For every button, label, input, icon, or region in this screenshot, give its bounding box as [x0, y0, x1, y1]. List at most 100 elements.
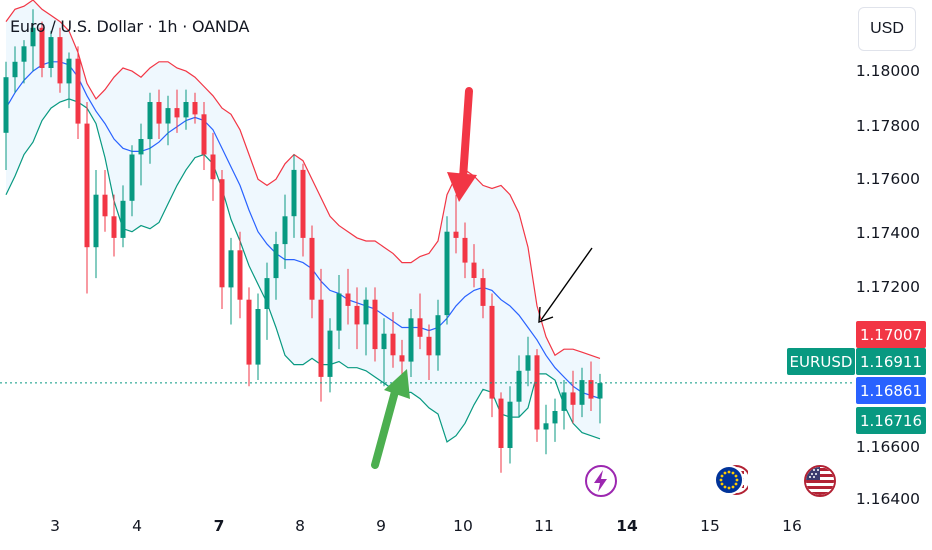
green-up-arrow-icon [371, 369, 410, 469]
candle-body[interactable] [570, 392, 576, 405]
candle-body[interactable] [345, 293, 351, 306]
price-tick: 1.17400 [855, 224, 920, 242]
candle-body[interactable] [525, 355, 531, 371]
candle-body[interactable] [147, 102, 153, 140]
candle-body[interactable] [489, 305, 495, 399]
candle-body[interactable] [408, 318, 414, 362]
candle-body[interactable] [300, 169, 306, 238]
candle-body[interactable] [390, 333, 396, 356]
candle-body[interactable] [507, 401, 513, 448]
price-tick: 1.17200 [855, 278, 920, 296]
us-flag-icon[interactable] [803, 464, 837, 498]
candle-body[interactable] [363, 299, 369, 325]
chart-title: Euro / U.S. Dollar · 1h · OANDA [10, 17, 250, 36]
bollinger-upper-band [5, 0, 601, 359]
candle-body[interactable] [597, 383, 603, 399]
candle-body[interactable] [273, 244, 279, 279]
candle-body[interactable] [543, 423, 549, 430]
candle-body[interactable] [3, 77, 9, 133]
eu-flag-icon[interactable] [714, 463, 748, 497]
candle-body[interactable] [327, 330, 333, 377]
bollinger-middle-band [5, 61, 601, 400]
candle-body[interactable] [165, 108, 171, 124]
candle-body[interactable] [192, 102, 198, 115]
candle-body[interactable] [552, 411, 558, 424]
currency-button[interactable]: USD [858, 7, 916, 51]
candle-body[interactable] [201, 114, 207, 155]
candle-body[interactable] [354, 305, 360, 325]
candle-body[interactable] [561, 392, 567, 411]
price-tick: 1.17800 [855, 117, 920, 135]
time-tick: 10 [453, 517, 473, 535]
candle-body[interactable] [39, 27, 45, 68]
candle-body[interactable] [381, 333, 387, 350]
candle-body[interactable] [282, 216, 288, 245]
candle-body[interactable] [102, 194, 108, 217]
candle-body[interactable] [219, 179, 225, 288]
candle-body[interactable] [57, 37, 63, 84]
candle-body[interactable] [12, 61, 18, 78]
lightning-icon[interactable] [584, 464, 618, 498]
candle-body[interactable] [471, 262, 477, 278]
candle-body[interactable] [237, 250, 243, 300]
candle-body[interactable] [579, 380, 585, 405]
candle-body[interactable] [138, 139, 144, 155]
candle-body[interactable] [156, 102, 162, 124]
candle-body[interactable] [183, 102, 189, 118]
candle-body[interactable] [516, 370, 522, 402]
candle-body[interactable] [588, 380, 594, 399]
red-down-arrow-icon [447, 87, 477, 202]
candle-body[interactable] [210, 154, 216, 180]
upper-band-badge: 1.17007 [856, 321, 926, 348]
black-arrow-icon [538, 247, 593, 324]
candle-body[interactable] [426, 336, 432, 356]
time-tick: 3 [50, 517, 60, 535]
time-tick: 14 [616, 517, 638, 535]
candle-body[interactable] [228, 250, 234, 288]
lower-band-badge: 1.16716 [856, 407, 926, 434]
candle-body[interactable] [291, 169, 297, 217]
candle-body[interactable] [129, 154, 135, 201]
time-tick: 8 [295, 517, 305, 535]
candle-body[interactable] [498, 398, 504, 448]
candle-body[interactable] [48, 37, 54, 68]
time-tick: 7 [213, 517, 225, 535]
candle-body[interactable] [417, 318, 423, 337]
candle-body[interactable] [111, 216, 117, 238]
last-price-badge: 1.16911 [856, 348, 926, 375]
candle-body[interactable] [462, 237, 468, 263]
candle-body[interactable] [336, 293, 342, 331]
price-tick: 1.17600 [855, 170, 920, 188]
candle-body[interactable] [435, 315, 441, 356]
candle-body[interactable] [255, 309, 261, 365]
symbol-badge: EURUSD [787, 348, 855, 375]
candle-body[interactable] [534, 355, 540, 430]
candle-body[interactable] [264, 278, 270, 309]
candle-body[interactable] [174, 108, 180, 118]
candle-body[interactable] [30, 27, 36, 47]
time-tick: 9 [376, 517, 386, 535]
candles-layer [3, 9, 603, 473]
candle-body[interactable] [444, 231, 450, 316]
time-tick: 16 [782, 517, 802, 535]
candle-body[interactable] [318, 299, 324, 377]
candle-body[interactable] [66, 58, 72, 84]
candle-body[interactable] [75, 58, 81, 124]
candle-body[interactable] [399, 355, 405, 362]
candle-body[interactable] [21, 46, 27, 62]
candle-body[interactable] [246, 299, 252, 365]
time-tick: 4 [132, 517, 142, 535]
candle-body[interactable] [84, 123, 90, 248]
candle-body[interactable] [372, 299, 378, 350]
candle-body[interactable] [309, 237, 315, 300]
candle-body[interactable] [453, 231, 459, 238]
price-tick: 1.16600 [855, 438, 920, 456]
time-tick: 15 [700, 517, 720, 535]
price-tick: 1.18000 [855, 62, 920, 80]
time-tick: 11 [534, 517, 554, 535]
candle-body[interactable] [93, 194, 99, 248]
candle-body[interactable] [120, 200, 126, 238]
candle-body[interactable] [480, 278, 486, 306]
